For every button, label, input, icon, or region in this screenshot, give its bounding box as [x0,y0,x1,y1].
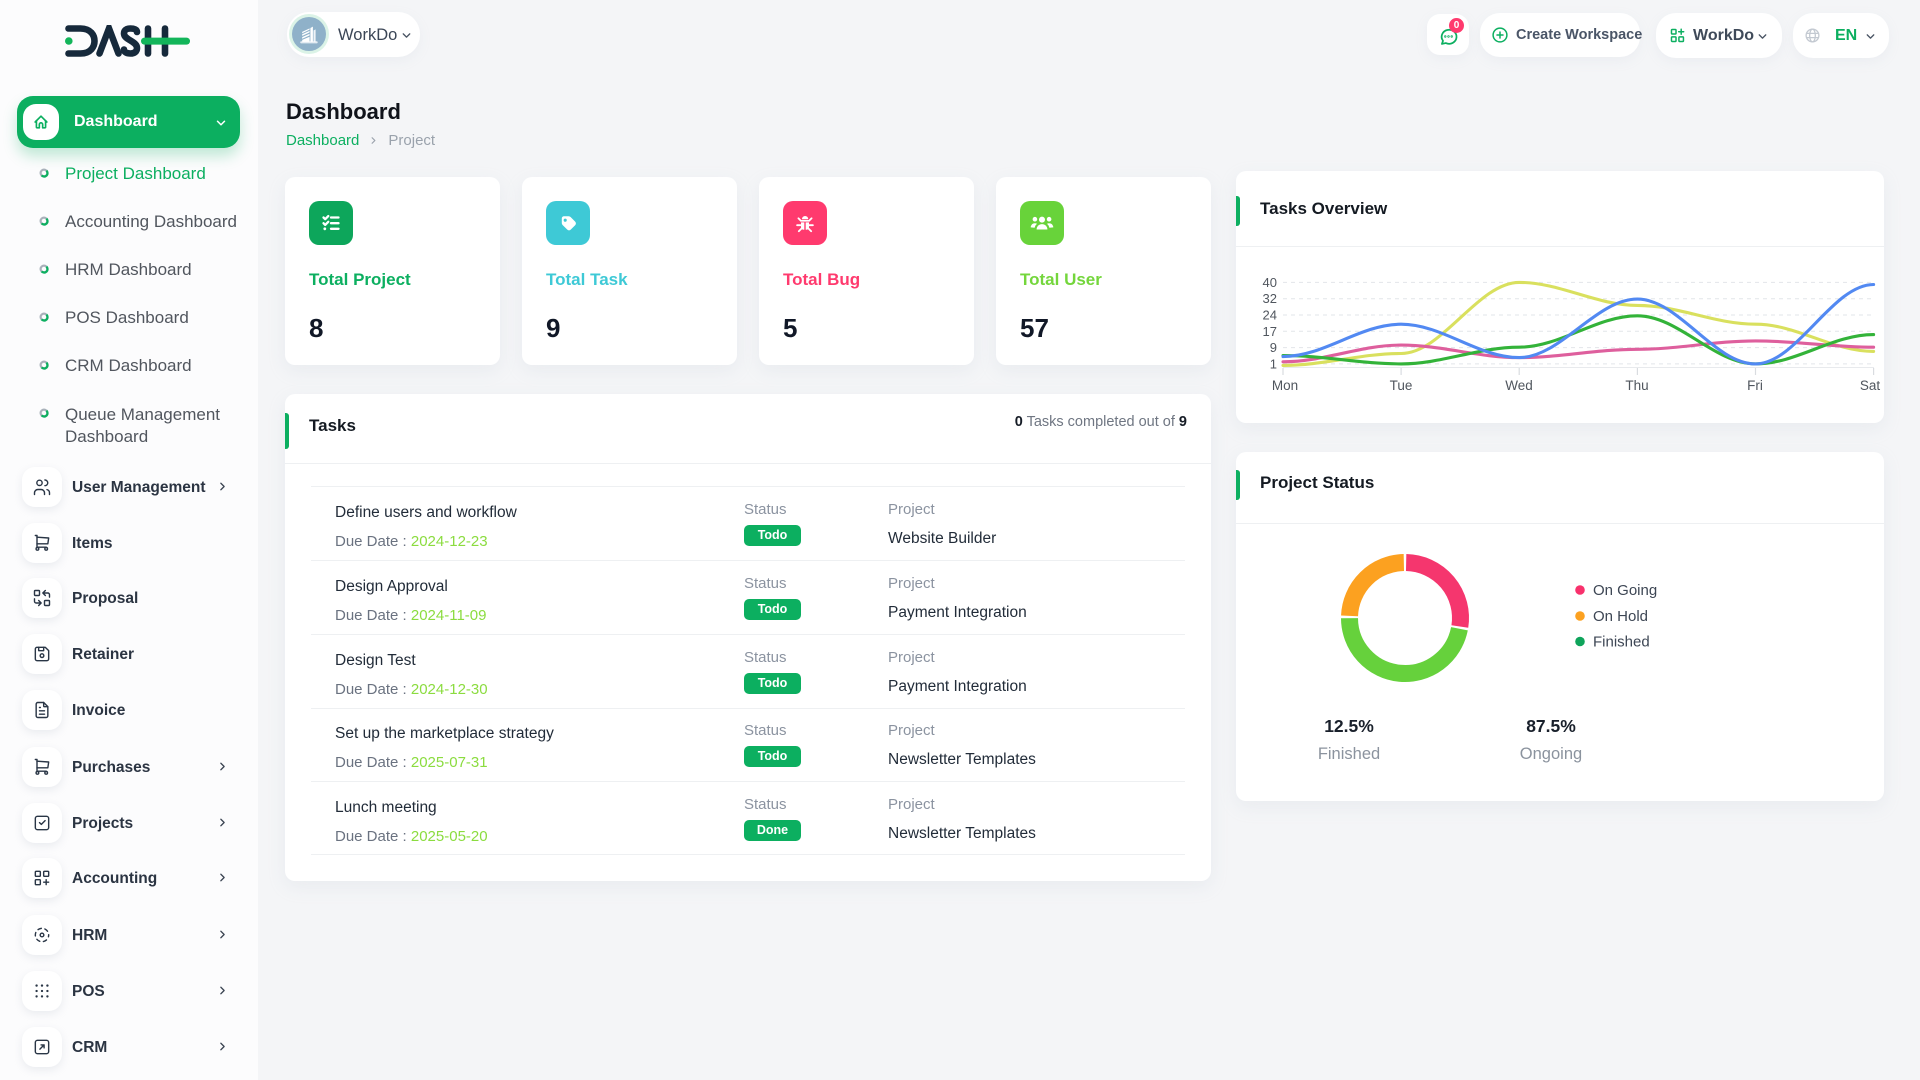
svg-text:Sat: Sat [1860,378,1881,393]
svg-text:Fri: Fri [1747,378,1763,393]
svg-text:12.5%: 12.5% [1324,716,1374,736]
svg-text:Thu: Thu [1625,378,1648,393]
svg-text:40: 40 [1263,275,1277,290]
svg-text:On Going: On Going [1593,582,1657,599]
svg-text:87.5%: 87.5% [1526,716,1576,736]
svg-text:Finished: Finished [1593,634,1650,651]
svg-text:24: 24 [1263,308,1277,323]
svg-text:Mon: Mon [1272,378,1298,393]
svg-text:9: 9 [1270,340,1277,355]
svg-text:Ongoing: Ongoing [1520,745,1582,763]
svg-text:Wed: Wed [1505,378,1533,393]
svg-text:1: 1 [1270,356,1277,371]
svg-text:Tue: Tue [1390,378,1413,393]
svg-text:Finished: Finished [1318,745,1380,763]
svg-text:17: 17 [1263,324,1277,339]
svg-text:On Hold: On Hold [1593,608,1648,625]
svg-text:32: 32 [1263,291,1277,306]
